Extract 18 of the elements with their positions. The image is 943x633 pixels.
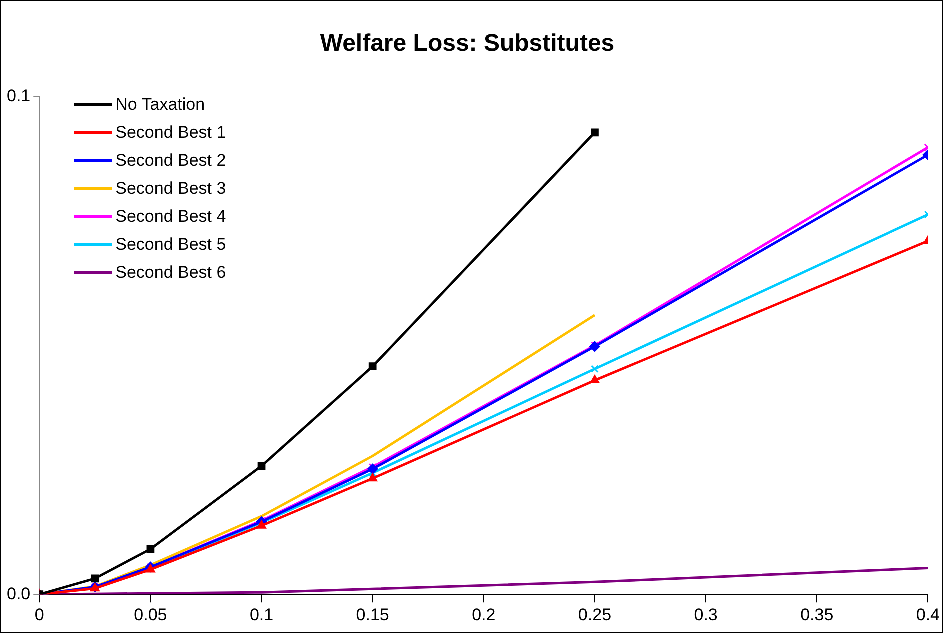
x-tick-label: 0.35 — [800, 605, 834, 624]
x-tick-label: 0.4 — [916, 605, 940, 624]
y-tick-label: 0.0 — [6, 584, 31, 604]
x-tick-label: 0.25 — [578, 605, 612, 624]
x-tick-label: 0.3 — [694, 605, 718, 624]
x-tick-label: 0.2 — [472, 605, 496, 624]
x-tick-label: 0.05 — [134, 605, 168, 624]
legend-label: Second Best 4 — [116, 206, 226, 228]
legend-label: Second Best 1 — [116, 122, 226, 144]
x-tick-label: 0 — [34, 605, 44, 624]
x-tick-label: 0.1 — [250, 605, 274, 624]
legend-label: No Taxation — [116, 94, 206, 116]
legend-label: Second Best 2 — [116, 150, 226, 172]
chart-title: Welfare Loss: Substitutes — [320, 30, 615, 58]
legend-label: Second Best 3 — [116, 178, 226, 200]
legend-label: Second Best 6 — [116, 262, 226, 284]
legend-label: Second Best 5 — [116, 234, 226, 256]
x-tick-label: 0.15 — [356, 605, 390, 624]
